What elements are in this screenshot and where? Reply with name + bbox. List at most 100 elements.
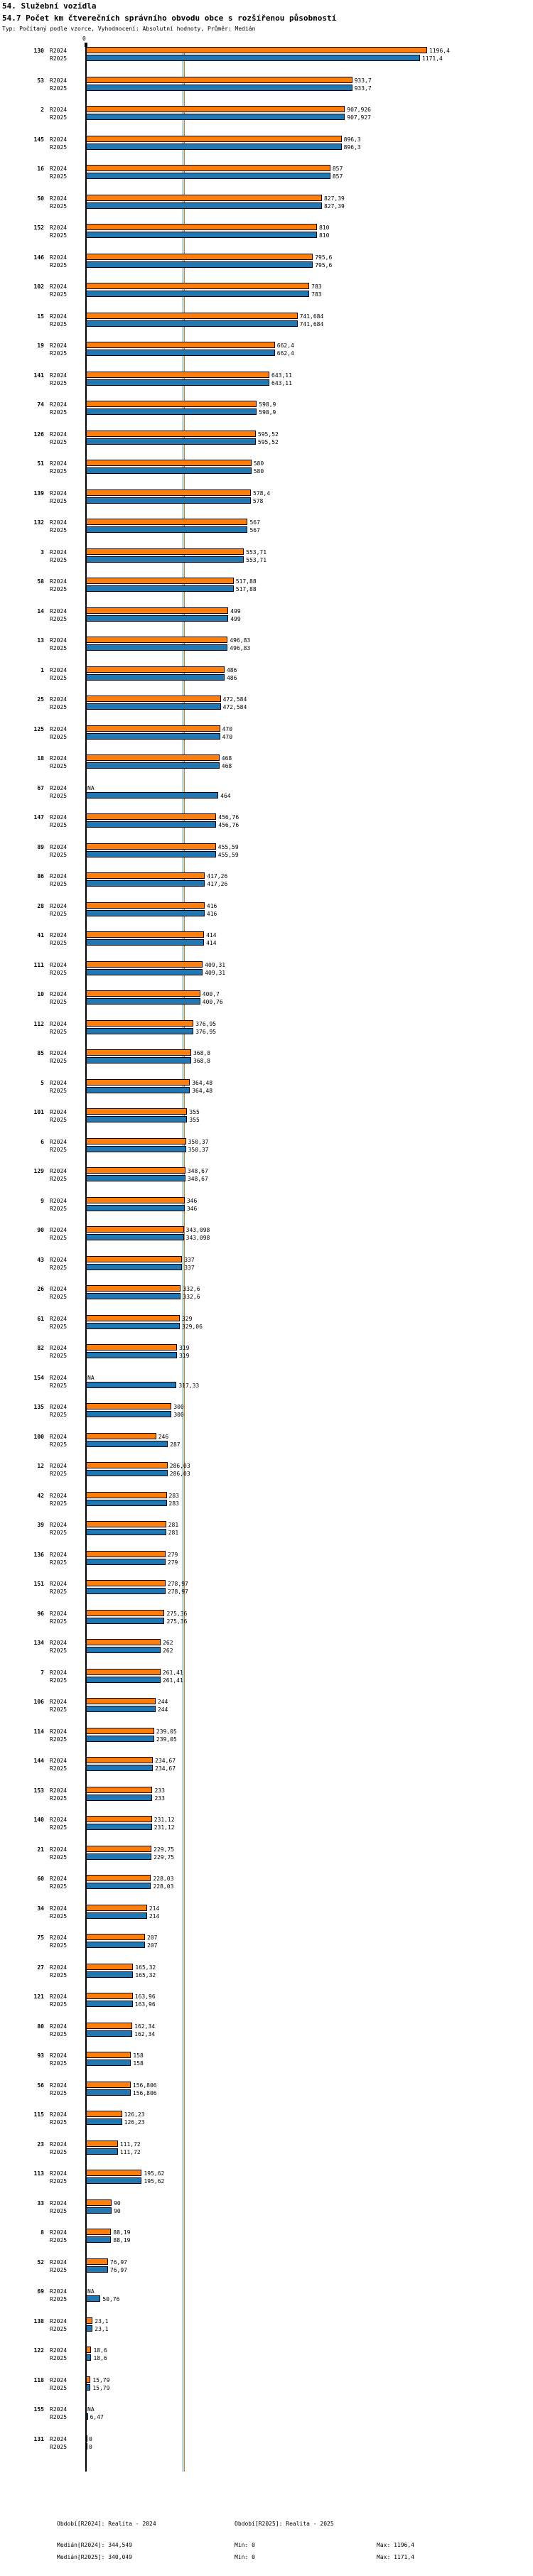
- value-label-2024: 279: [167, 1551, 178, 1558]
- bar-2025: [86, 644, 228, 651]
- series-label-2025: R2025: [50, 1235, 68, 1241]
- series-label-2025: R2025: [50, 350, 68, 357]
- chart-title-sub: 54.7 Počet km čtverečních správního obvo…: [2, 13, 337, 23]
- series-label-2025: R2025: [50, 320, 68, 328]
- series-label-2025: R2025: [50, 615, 68, 622]
- value-label-2025: 376,95: [195, 1028, 217, 1035]
- category-label: 152: [33, 224, 44, 231]
- series-label-2025: R2025: [50, 2060, 68, 2067]
- value-label-2024: 896,3: [343, 136, 361, 143]
- value-label-2025: 933,7: [354, 85, 372, 92]
- value-label-2025: 76,97: [109, 2266, 127, 2273]
- value-label-2025: 456,76: [218, 822, 239, 828]
- category-label: 51: [37, 460, 44, 467]
- bar-2024: [86, 519, 248, 525]
- bar-2024: [86, 76, 352, 83]
- value-label-2024: 468: [221, 755, 232, 762]
- bar-2024: [86, 1668, 161, 1675]
- series-label-2025: R2025: [50, 1382, 68, 1389]
- bar-2024: [86, 47, 427, 53]
- bar-2025: [86, 1352, 177, 1358]
- category-label: 8: [41, 2229, 44, 2236]
- bar-2024: [86, 1226, 184, 1233]
- value-label-2024: 472,584: [222, 696, 247, 703]
- bar-2025: [86, 1912, 147, 1919]
- value-label-2024: 283: [168, 1492, 179, 1499]
- bar-2024: [86, 342, 275, 348]
- value-label-2024: 15,79: [92, 2376, 110, 2383]
- series-label-2024: R2024: [50, 961, 68, 968]
- series-label-2025: R2025: [50, 2443, 68, 2450]
- value-label-2024: 364,48: [192, 1079, 213, 1086]
- category-label: 3: [41, 548, 44, 556]
- value-label-2025: 195,62: [144, 2178, 165, 2185]
- series-label-2024: R2024: [50, 401, 68, 408]
- category-label: 85: [37, 1050, 44, 1056]
- series-label-2024: R2024: [50, 1256, 68, 1263]
- value-label-2025: 50,76: [102, 2296, 120, 2302]
- series-label-2025: R2025: [50, 291, 68, 298]
- value-label-2025: 234,67: [155, 1765, 176, 1772]
- bar-2024: [86, 2347, 92, 2353]
- series-label-2025: R2025: [50, 1971, 68, 1979]
- bar-2025: [86, 673, 225, 681]
- category-label: 106: [33, 1699, 44, 1705]
- bar-2025: [86, 1706, 156, 1712]
- bar-2024: [86, 224, 317, 230]
- bar-2024: [86, 1963, 134, 1970]
- series-label-2024: R2024: [50, 107, 68, 113]
- category-label: 139: [33, 489, 44, 497]
- category-label: 86: [37, 873, 44, 880]
- bar-2024: [86, 1757, 154, 1763]
- bar-2024: [86, 106, 345, 112]
- value-label-2025: 163,96: [134, 2001, 156, 2008]
- series-label-2025: R2025: [50, 261, 68, 269]
- category-label: 89: [37, 843, 44, 850]
- series-label-2024: R2024: [50, 873, 68, 880]
- category-label: 146: [33, 254, 44, 261]
- value-label-2025: 598,9: [259, 409, 276, 416]
- series-label-2024: R2024: [50, 1345, 68, 1351]
- value-label-2025: 88,19: [113, 2237, 131, 2244]
- category-label: 61: [37, 1315, 44, 1322]
- category-label: 18: [37, 755, 44, 762]
- category-label: 27: [37, 1964, 44, 1971]
- bar-2025: [86, 1381, 177, 1388]
- bar-2024: [86, 430, 256, 437]
- bar-2025: [86, 1824, 152, 1830]
- bar-2024: [86, 401, 257, 407]
- value-label-2025: 567: [249, 527, 260, 534]
- series-label-2024: R2024: [50, 2347, 68, 2354]
- value-label-2024: 162,34: [134, 2023, 156, 2030]
- bar-2024: [86, 1609, 165, 1616]
- bar-2025: [86, 1263, 183, 1270]
- category-label: 23: [37, 2141, 44, 2148]
- value-label-2025: 281: [168, 1530, 179, 1536]
- value-label-2024: 741,684: [299, 313, 324, 320]
- value-label-2025: 261,41: [162, 1677, 183, 1684]
- value-label-2024: 165,32: [135, 1964, 156, 1971]
- series-label-2024: R2024: [50, 2023, 68, 2030]
- series-label-2024: R2024: [50, 1905, 68, 1912]
- bar-2024: [86, 1019, 194, 1027]
- bar-2025: [86, 939, 205, 946]
- series-label-2025: R2025: [50, 1294, 68, 1300]
- bar-2025: [86, 291, 310, 297]
- bar-2025: [86, 261, 313, 268]
- series-label-2024: R2024: [50, 2229, 68, 2236]
- series-label-2024: R2024: [50, 607, 68, 615]
- series-label-2025: R2025: [50, 792, 68, 799]
- series-label-2024: R2024: [50, 431, 68, 438]
- bar-2024: [86, 2317, 93, 2324]
- value-label-2024: 346: [186, 1197, 198, 1204]
- bar-2024: [86, 1285, 181, 1292]
- bar-2025: [86, 1322, 181, 1329]
- category-label: 74: [37, 401, 44, 408]
- value-label-2024: 857: [332, 166, 343, 172]
- series-label-2024: R2024: [50, 2052, 68, 2059]
- value-label-2024: 580: [253, 460, 264, 467]
- value-label-2025: 355: [189, 1117, 200, 1123]
- value-label-2024: 88,19: [113, 2229, 131, 2236]
- category-label: 96: [37, 1610, 44, 1617]
- series-label-2025: R2025: [50, 1647, 68, 1654]
